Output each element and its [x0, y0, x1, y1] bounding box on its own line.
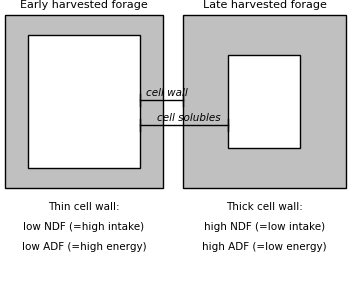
Text: Late harvested forage: Late harvested forage — [203, 0, 326, 10]
Text: high ADF (=low energy): high ADF (=low energy) — [202, 242, 327, 252]
Text: cell solubles: cell solubles — [157, 113, 221, 123]
Bar — [183, 15, 346, 188]
Text: Thick cell wall:: Thick cell wall: — [226, 202, 303, 212]
Text: Thin cell wall:: Thin cell wall: — [48, 202, 120, 212]
Text: low ADF (=high energy): low ADF (=high energy) — [22, 242, 146, 252]
Bar — [5, 15, 163, 188]
Text: low NDF (=high intake): low NDF (=high intake) — [24, 222, 145, 232]
Text: cell wall: cell wall — [146, 88, 187, 98]
Text: Early harvested forage: Early harvested forage — [20, 0, 148, 10]
Bar — [28, 35, 140, 168]
Text: high NDF (=low intake): high NDF (=low intake) — [204, 222, 325, 232]
Bar — [228, 55, 300, 148]
